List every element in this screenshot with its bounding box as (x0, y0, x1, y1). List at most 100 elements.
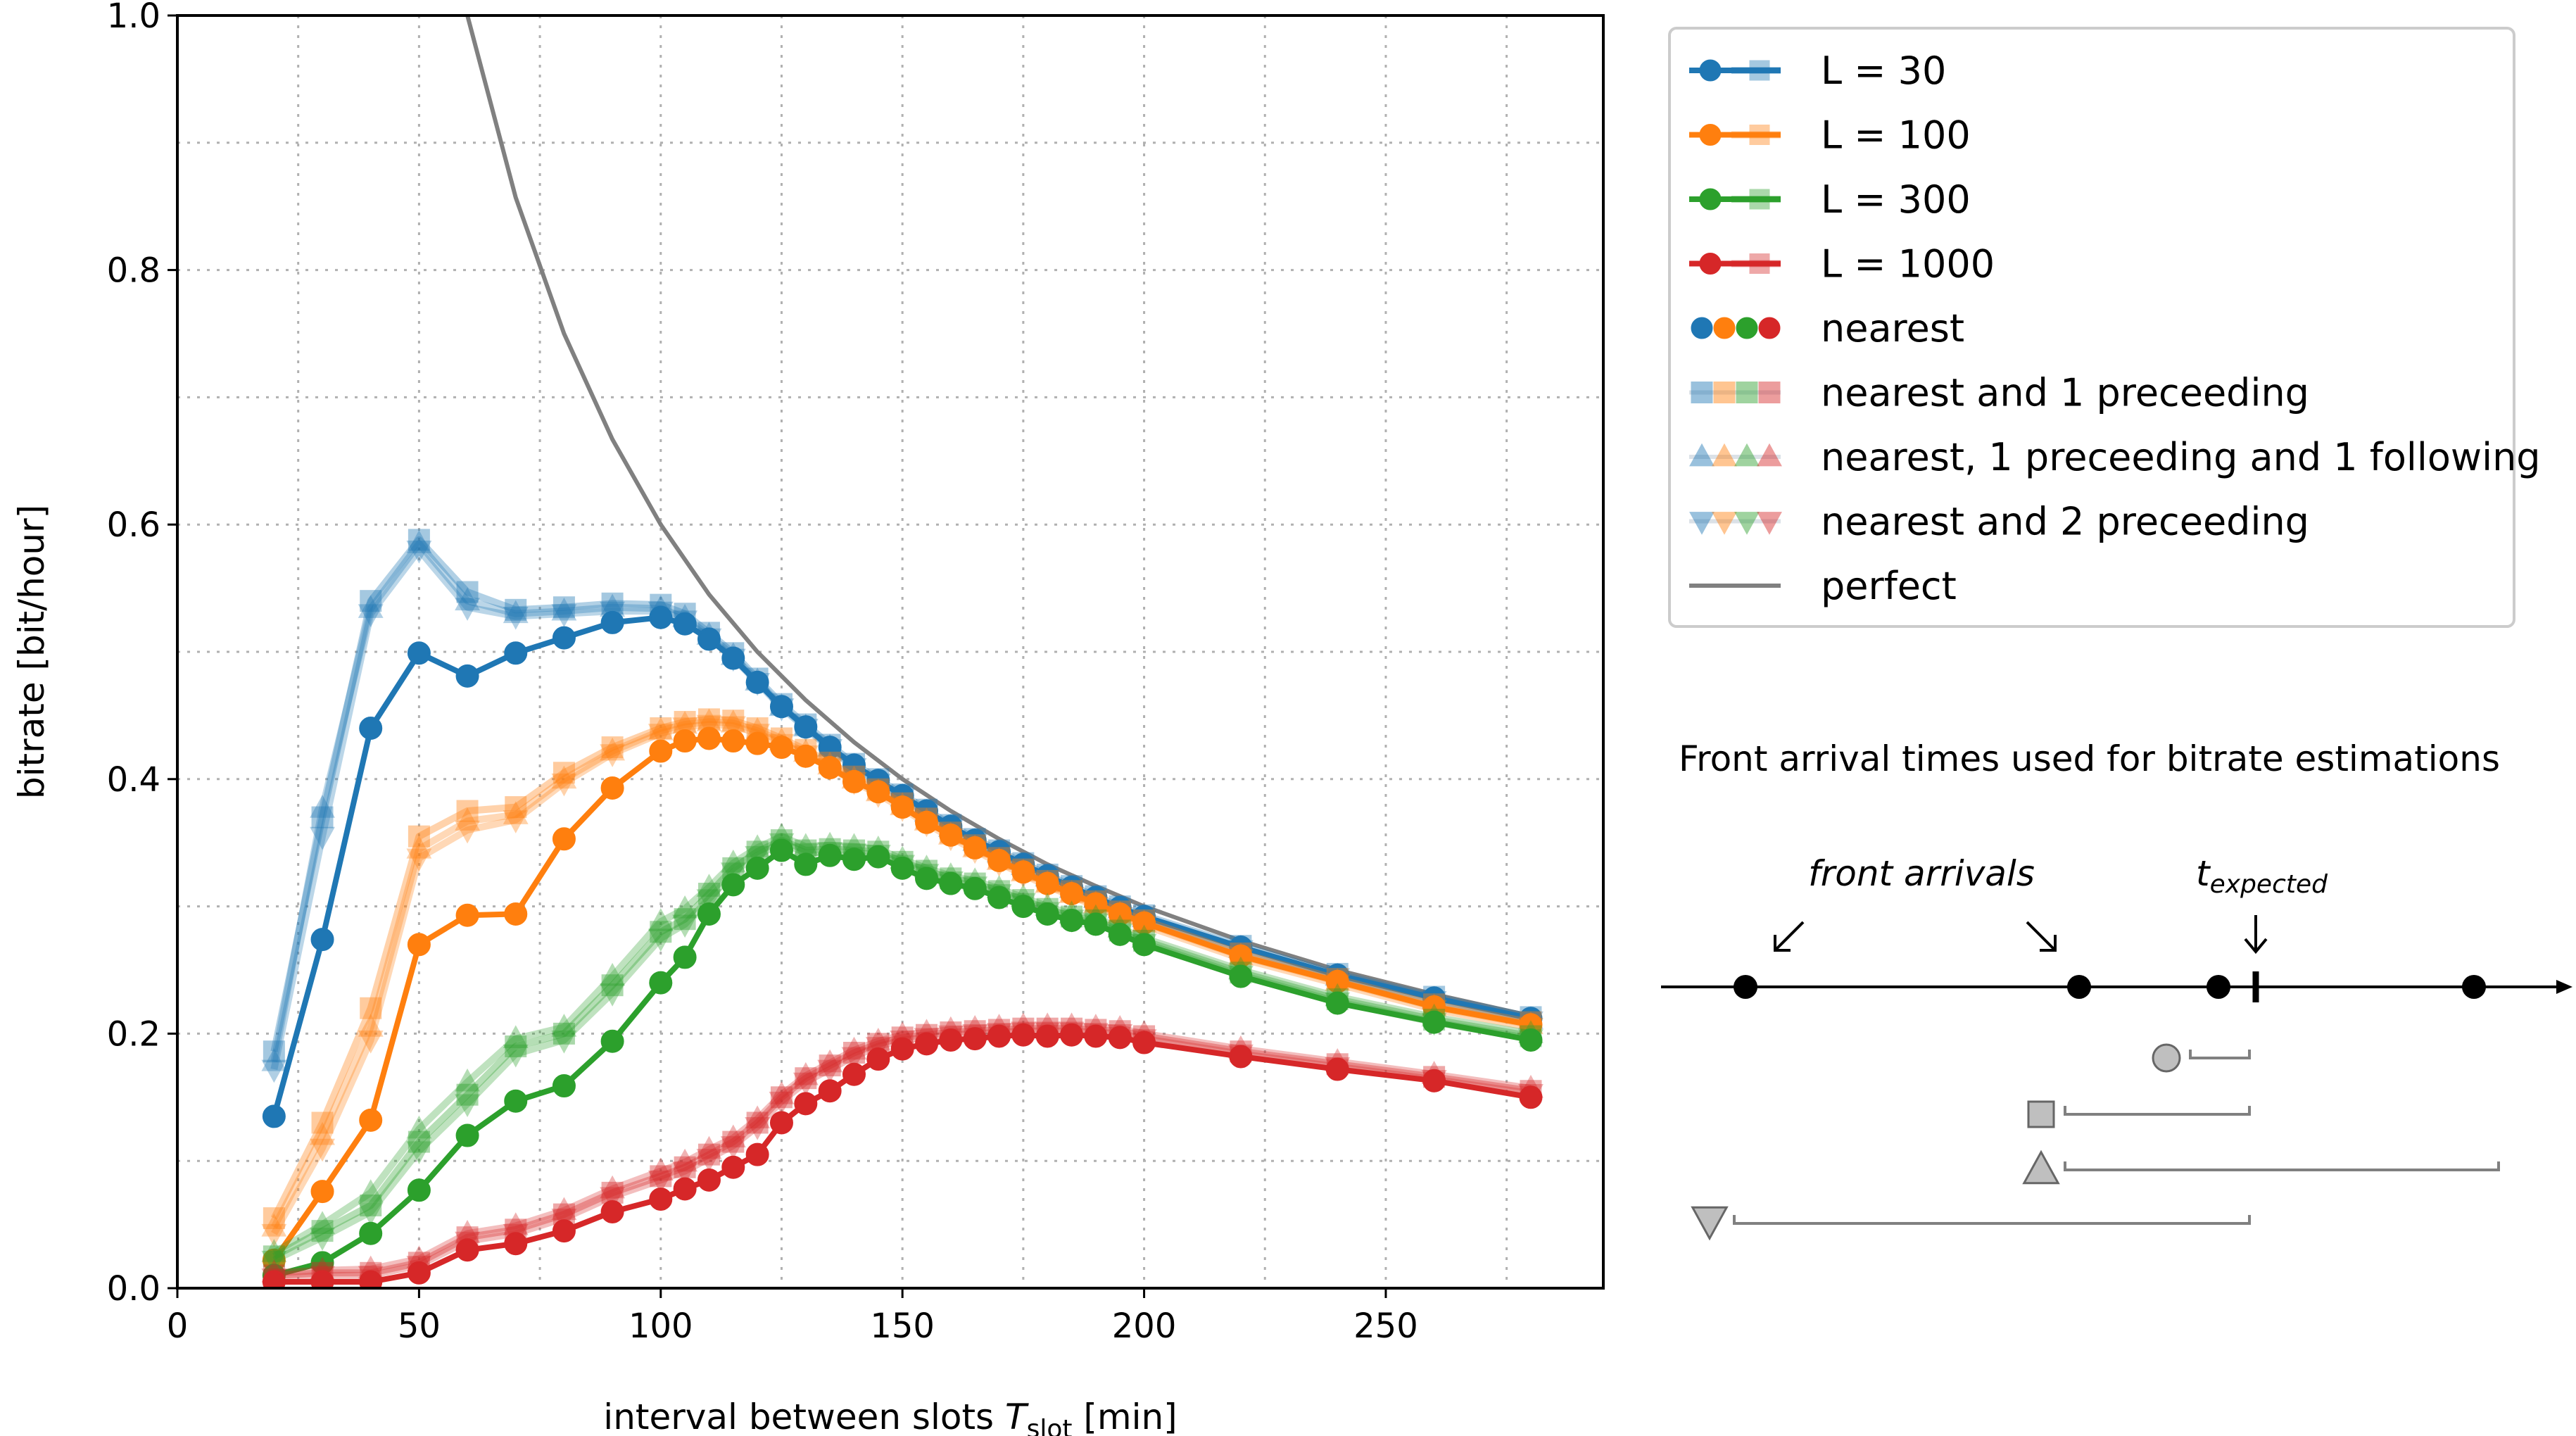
data-point-nearest (552, 1074, 576, 1098)
legend-marker-triangle-down (1734, 512, 1760, 535)
data-point-nearest_1_preceding_1_following (310, 795, 335, 818)
data-point-nearest (866, 845, 890, 869)
legend-marker-square (1691, 382, 1713, 403)
data-point-nearest_1_preceding (311, 806, 334, 829)
diagram-triangle-up-marker (2022, 1150, 2060, 1185)
data-point-nearest_1_preceding (408, 529, 430, 551)
y-tick-label: 0.6 (107, 505, 160, 545)
data-point-nearest_1_preceding_1_following (358, 1014, 384, 1037)
plot-frame (176, 14, 1605, 1290)
legend-label: nearest and 1 preceeding (1821, 371, 2309, 415)
data-point-nearest (455, 664, 479, 688)
t-expected-arrowhead (2244, 938, 2268, 955)
data-point-nearest (1011, 1023, 1035, 1047)
data-point-nearest_2_preceding (672, 1161, 698, 1185)
y-tick-label: 0.4 (107, 760, 160, 800)
data-point-nearest (769, 838, 793, 862)
data-point-nearest_1_preceding_1_following (793, 1062, 819, 1085)
data-point-nearest (987, 1024, 1011, 1048)
legend-marker-triangle-up (1712, 443, 1737, 467)
legend-swatch-square (1749, 189, 1770, 210)
data-point-nearest (262, 1104, 286, 1128)
legend-marker-circle (1758, 317, 1781, 339)
data-point-nearest_2_preceding (310, 826, 335, 850)
data-point-nearest (600, 610, 624, 634)
data-point-nearest (1108, 1026, 1132, 1050)
x-axis-label-unit: [min] (1083, 1397, 1177, 1436)
data-point-nearest (1519, 1028, 1543, 1052)
legend-marker-triangle-down (1712, 512, 1737, 535)
x-axis-label-symbol: T (1005, 1397, 1029, 1436)
data-point-nearest (1035, 1024, 1059, 1048)
data-point-nearest (359, 1270, 383, 1288)
data-point-nearest (504, 1089, 528, 1113)
data-point-nearest (673, 1177, 697, 1201)
data-point-nearest_1_preceding_1_following (310, 1211, 335, 1234)
legend-marker-square (1736, 382, 1758, 403)
data-point-nearest_2_preceding (455, 820, 481, 844)
data-point-nearest (552, 1219, 576, 1243)
diagram-range-nearest-2-preceding (1733, 1215, 2251, 1225)
data-point-nearest (1084, 1024, 1108, 1048)
data-point-nearest (1011, 860, 1035, 884)
data-point-nearest_2_preceding (310, 1228, 335, 1251)
data-point-nearest (359, 716, 383, 740)
x-tick-label: 150 (870, 1306, 935, 1346)
legend-item: L = 1000 (1689, 242, 1995, 286)
data-point-nearest (1132, 1031, 1156, 1054)
data-point-nearest (504, 902, 528, 926)
data-point-nearest (310, 1180, 334, 1204)
data-point-nearest (673, 945, 697, 969)
data-point-nearest_1_preceding_1_following (648, 1157, 674, 1181)
data-point-nearest_2_preceding (672, 717, 698, 741)
data-point-nearest (1325, 991, 1349, 1015)
front-arrival-arrowhead-right (2040, 935, 2057, 952)
data-point-nearest_1_preceding (360, 997, 382, 1019)
data-point-nearest_1_preceding_1_following (406, 1115, 432, 1139)
legend-swatch-circle (1699, 188, 1722, 210)
legend-swatch-square (1749, 125, 1770, 145)
data-point-nearest (552, 827, 576, 851)
data-point-nearest (455, 1238, 479, 1262)
front-arrival-dot (2206, 975, 2230, 999)
data-point-nearest_2_preceding (672, 914, 698, 938)
t-expected-label: texpected (2196, 853, 2328, 899)
data-point-nearest (455, 1123, 479, 1147)
data-point-nearest (818, 756, 842, 780)
data-point-nearest_2_preceding (696, 889, 722, 912)
data-point-nearest_1_preceding (697, 1143, 720, 1166)
y-tick-label: 0.0 (107, 1269, 160, 1309)
legend-swatch-square (1749, 60, 1770, 81)
data-point-nearest_2_preceding (648, 928, 674, 952)
data-point-nearest_2_preceding (696, 714, 722, 738)
data-point-nearest (721, 729, 745, 753)
data-point-nearest (745, 731, 769, 755)
legend-label: nearest and 2 preceeding (1821, 500, 2309, 544)
front-arrival-arrow-left (1774, 921, 1805, 952)
data-point-nearest (552, 626, 576, 650)
data-point-nearest_1_preceding (697, 883, 720, 905)
data-point-nearest_2_preceding (455, 598, 481, 621)
data-point-nearest_1_preceding (456, 581, 479, 603)
data-point-nearest_1_preceding (674, 1156, 696, 1178)
data-point-nearest (407, 1261, 431, 1285)
data-point-nearest_1_preceding_1_following (600, 737, 626, 761)
data-point-nearest (697, 902, 721, 926)
data-point-nearest_1_preceding (650, 921, 672, 943)
y-axis-label: bitrate [bit/hour] (11, 505, 52, 799)
legend-swatch-circle (1699, 253, 1722, 275)
y-tick-label: 1.0 (107, 0, 160, 36)
data-point-nearest (600, 1029, 624, 1053)
data-point-nearest (310, 928, 334, 952)
data-point-nearest (745, 856, 769, 880)
data-point-nearest (359, 1108, 383, 1132)
data-point-nearest (1035, 902, 1059, 926)
arrival-diagram: Front arrival times used for bitrate est… (1661, 738, 2572, 1241)
data-point-nearest (745, 670, 769, 694)
data-point-nearest (407, 1178, 431, 1202)
data-point-nearest (359, 1221, 383, 1245)
data-point-nearest_2_preceding (406, 1141, 432, 1164)
data-point-nearest_2_preceding (261, 1223, 287, 1247)
data-point-nearest_1_preceding (553, 1022, 575, 1045)
